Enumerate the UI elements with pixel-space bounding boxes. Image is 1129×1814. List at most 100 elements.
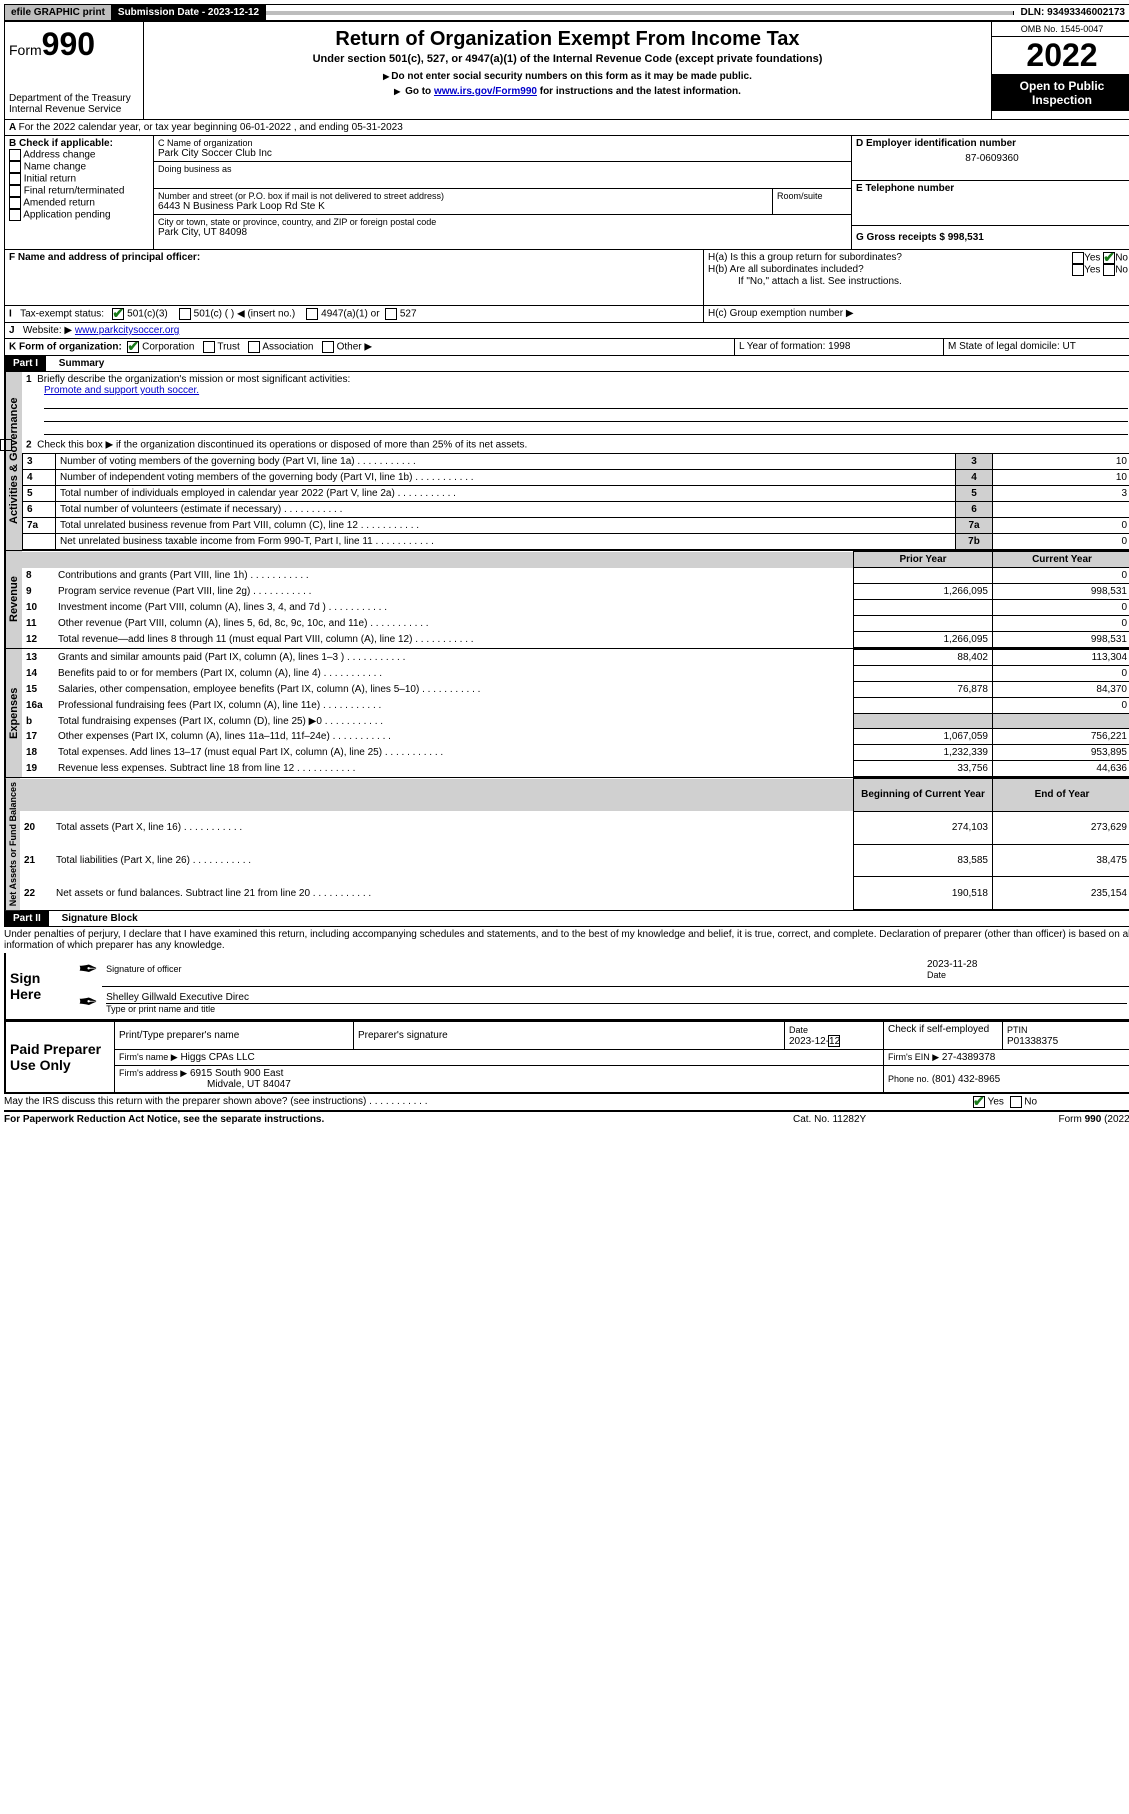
dln: DLN: 93493346002173 [1014,5,1129,20]
goto-line: Go to www.irs.gov/Form990 for instructio… [148,86,987,97]
chk-b[interactable] [9,209,21,221]
ha-no[interactable] [1103,252,1115,264]
form-number: Form990 [9,26,139,63]
hb-yes[interactable] [1072,264,1084,276]
goto-pre: Go to [405,86,434,97]
vlabel-governance: Activities & Governance [5,372,22,550]
hb-label: H(b) Are all subordinates included? [708,264,1072,276]
netassets-block: Net Assets or Fund Balances Beginning of… [4,778,1129,911]
chk-b[interactable] [9,185,21,197]
firm-name: Higgs CPAs LLC [180,1052,254,1063]
form-subtitle: Under section 501(c), 527, or 4947(a)(1)… [148,53,987,65]
city-state-zip: Park City, UT 84098 [158,227,847,238]
e-label: E Telephone number [856,183,1128,194]
type-name-label: Type or print name and title [106,1004,1127,1014]
tax-year: 2022 [992,37,1129,75]
irs-yes[interactable] [973,1096,985,1108]
org-name: Park City Soccer Club Inc [158,148,847,159]
k-label: K Form of organization: [9,342,122,353]
revenue-table: Prior YearCurrent Year8Contributions and… [22,551,1129,648]
expenses-table: 13Grants and similar amounts paid (Part … [22,649,1129,777]
goto-post: for instructions and the latest informat… [540,86,741,97]
form-foot: Form 990 (2022) [993,1114,1129,1125]
chk-527[interactable] [385,308,397,320]
form-990: 990 [42,26,95,62]
klm-block: K Form of organization: Corporation Trus… [4,339,1129,356]
revenue-block: Revenue Prior YearCurrent Year8Contribut… [4,551,1129,649]
p-check: Check if self-employed [884,1022,1003,1050]
form-title: Return of Organization Exempt From Incom… [148,28,987,51]
room-suite-label: Room/suite [773,189,851,214]
entity-block: B Check if applicable: Address change Na… [4,136,1129,250]
f-label: F Name and address of principal officer: [9,252,200,263]
date-label: Date [927,970,1127,980]
may-irs-row: May the IRS discuss this return with the… [4,1094,1129,1112]
open-public: Open to Public Inspection [992,75,1129,111]
chk-assoc[interactable] [248,341,260,353]
penalty-statement: Under penalties of perjury, I declare th… [4,927,1129,953]
efile-print-button[interactable]: efile GRAPHIC print [5,5,112,20]
ptin: P01338375 [1007,1036,1058,1047]
top-bar: efile GRAPHIC print Submission Date - 20… [4,4,1129,21]
irs-link[interactable]: www.irs.gov/Form990 [434,86,537,97]
chk-b[interactable] [9,197,21,209]
m-label: M State of legal domicile: UT [944,339,1129,355]
part1-title: Part I [5,356,46,371]
part2-title: Part II [5,911,49,926]
c-label: C Name of organization [158,138,847,148]
officer-name: Shelley Gillwald Executive Direc [106,992,1127,1004]
firm-addr2: Midvale, UT 84047 [207,1079,291,1090]
dept-treasury: Department of the Treasury [9,93,139,104]
ein: 87-0609360 [856,153,1128,164]
part1-header: Part I Summary [4,356,1129,372]
hb-no[interactable] [1103,264,1115,276]
chk-discontinued[interactable] [0,439,12,451]
sign-arrow-icon-2: ✒ [74,986,102,1020]
i-label: Tax-exempt status: [20,309,104,320]
chk-4947[interactable] [306,308,318,320]
irs: Internal Revenue Service [9,104,139,115]
chk-b[interactable] [9,161,21,173]
paperwork: For Paperwork Reduction Act Notice, see … [4,1114,793,1125]
chk-501c[interactable] [179,308,191,320]
netassets-table: Beginning of Current YearEnd of Year20To… [20,778,1129,910]
line-a: A For the 2022 calendar year, or tax yea… [4,120,1129,136]
q1: Briefly describe the organization's miss… [37,374,350,385]
part1-summary: Summary [49,358,105,369]
ha-yes[interactable] [1072,252,1084,264]
irs-no[interactable] [1010,1096,1022,1108]
sign-arrow-icon: ✒ [74,953,102,986]
vlabel-revenue: Revenue [5,551,22,648]
part1-body: Activities & Governance 1 Briefly descri… [4,372,1129,551]
chk-trust[interactable] [203,341,215,353]
sign-here-label: Sign Here [5,953,74,1020]
topbar-spacer [266,11,1014,15]
p-name-label: Print/Type preparer's name [115,1022,354,1050]
expenses-block: Expenses 13Grants and similar amounts pa… [4,649,1129,778]
chk-b[interactable] [9,173,21,185]
b-label: B Check if applicable: [9,138,149,149]
website-label: Website: ▶ [23,325,72,336]
form-label: Form [9,42,42,58]
chk-corp[interactable] [127,341,139,353]
sig-officer-label: Signature of officer [106,964,919,974]
p-sig-label: Preparer's signature [354,1022,785,1050]
firm-ein: 27-4389378 [942,1052,995,1063]
chk-other[interactable] [322,341,334,353]
city-label: City or town, state or province, country… [158,217,847,227]
hc-label: H(c) Group exemption number ▶ [704,306,1129,322]
firm-addr: 6915 South 900 East [190,1068,283,1079]
ha-label: H(a) Is this a group return for subordin… [708,252,1072,264]
mission-link[interactable]: Promote and support youth soccer. [44,385,199,396]
g-label: G Gross receipts $ 998,531 [856,232,984,243]
chk-501c3[interactable] [112,308,124,320]
chk-self-employed[interactable] [828,1035,840,1047]
omb-number: OMB No. 1545-0047 [992,22,1129,37]
chk-b[interactable] [9,149,21,161]
hb-note: If "No," attach a list. See instructions… [708,276,1128,287]
sig-date-val: 2023-11-28 [927,959,1127,970]
website-link[interactable]: www.parkcitysoccer.org [75,325,179,336]
footer: For Paperwork Reduction Act Notice, see … [4,1112,1129,1127]
cat-no: Cat. No. 11282Y [793,1114,993,1125]
addr-label: Number and street (or P.O. box if mail i… [158,191,768,201]
